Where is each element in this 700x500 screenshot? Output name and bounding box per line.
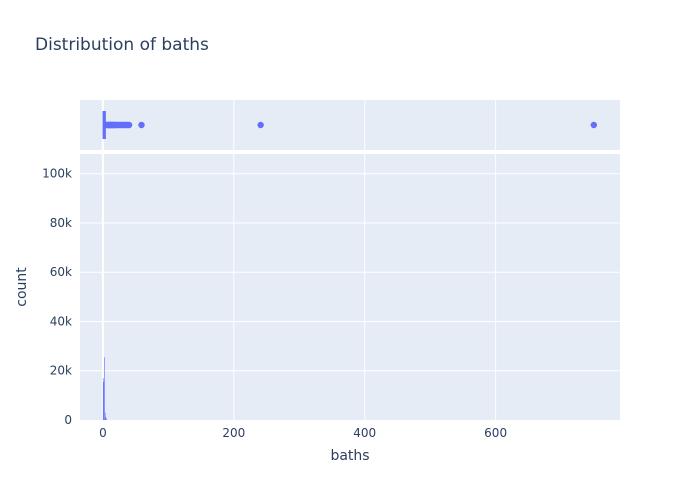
histogram-bar	[106, 418, 107, 420]
x-tick-label: 0	[99, 426, 107, 440]
histogram-bar	[104, 357, 105, 420]
marginal-plot-area	[80, 100, 620, 150]
x-axis-title: baths	[330, 448, 369, 464]
x-tick-labels: 0 200 400 600	[99, 426, 507, 440]
marginal-box-plot	[102, 111, 598, 139]
grid-lines	[80, 100, 620, 420]
histogram-bar	[105, 417, 107, 420]
y-tick-labels: 0 20k 40k 60k 80k 100k	[42, 167, 72, 427]
chart-title: Distribution of baths	[35, 35, 209, 55]
outlier-point	[138, 121, 145, 129]
y-tick-label: 80k	[50, 216, 72, 230]
histogram-bars	[102, 357, 107, 420]
x-tick-label: 600	[484, 426, 507, 440]
y-tick-label: 0	[64, 413, 72, 427]
histogram-bar	[104, 412, 106, 420]
y-tick-label: 40k	[50, 314, 72, 328]
y-tick-label: 60k	[50, 265, 72, 279]
outlier-point	[257, 121, 264, 129]
y-axis-title: count	[14, 267, 30, 307]
x-tick-label: 400	[353, 426, 376, 440]
y-tick-label: 20k	[50, 364, 72, 378]
outlier-point	[125, 121, 133, 129]
x-tick-label: 200	[222, 426, 245, 440]
y-tick-label: 100k	[42, 167, 72, 181]
histogram-bar	[102, 378, 104, 420]
outlier-point	[590, 121, 598, 129]
histogram-bar	[103, 381, 105, 420]
main-plot-area	[80, 154, 620, 420]
